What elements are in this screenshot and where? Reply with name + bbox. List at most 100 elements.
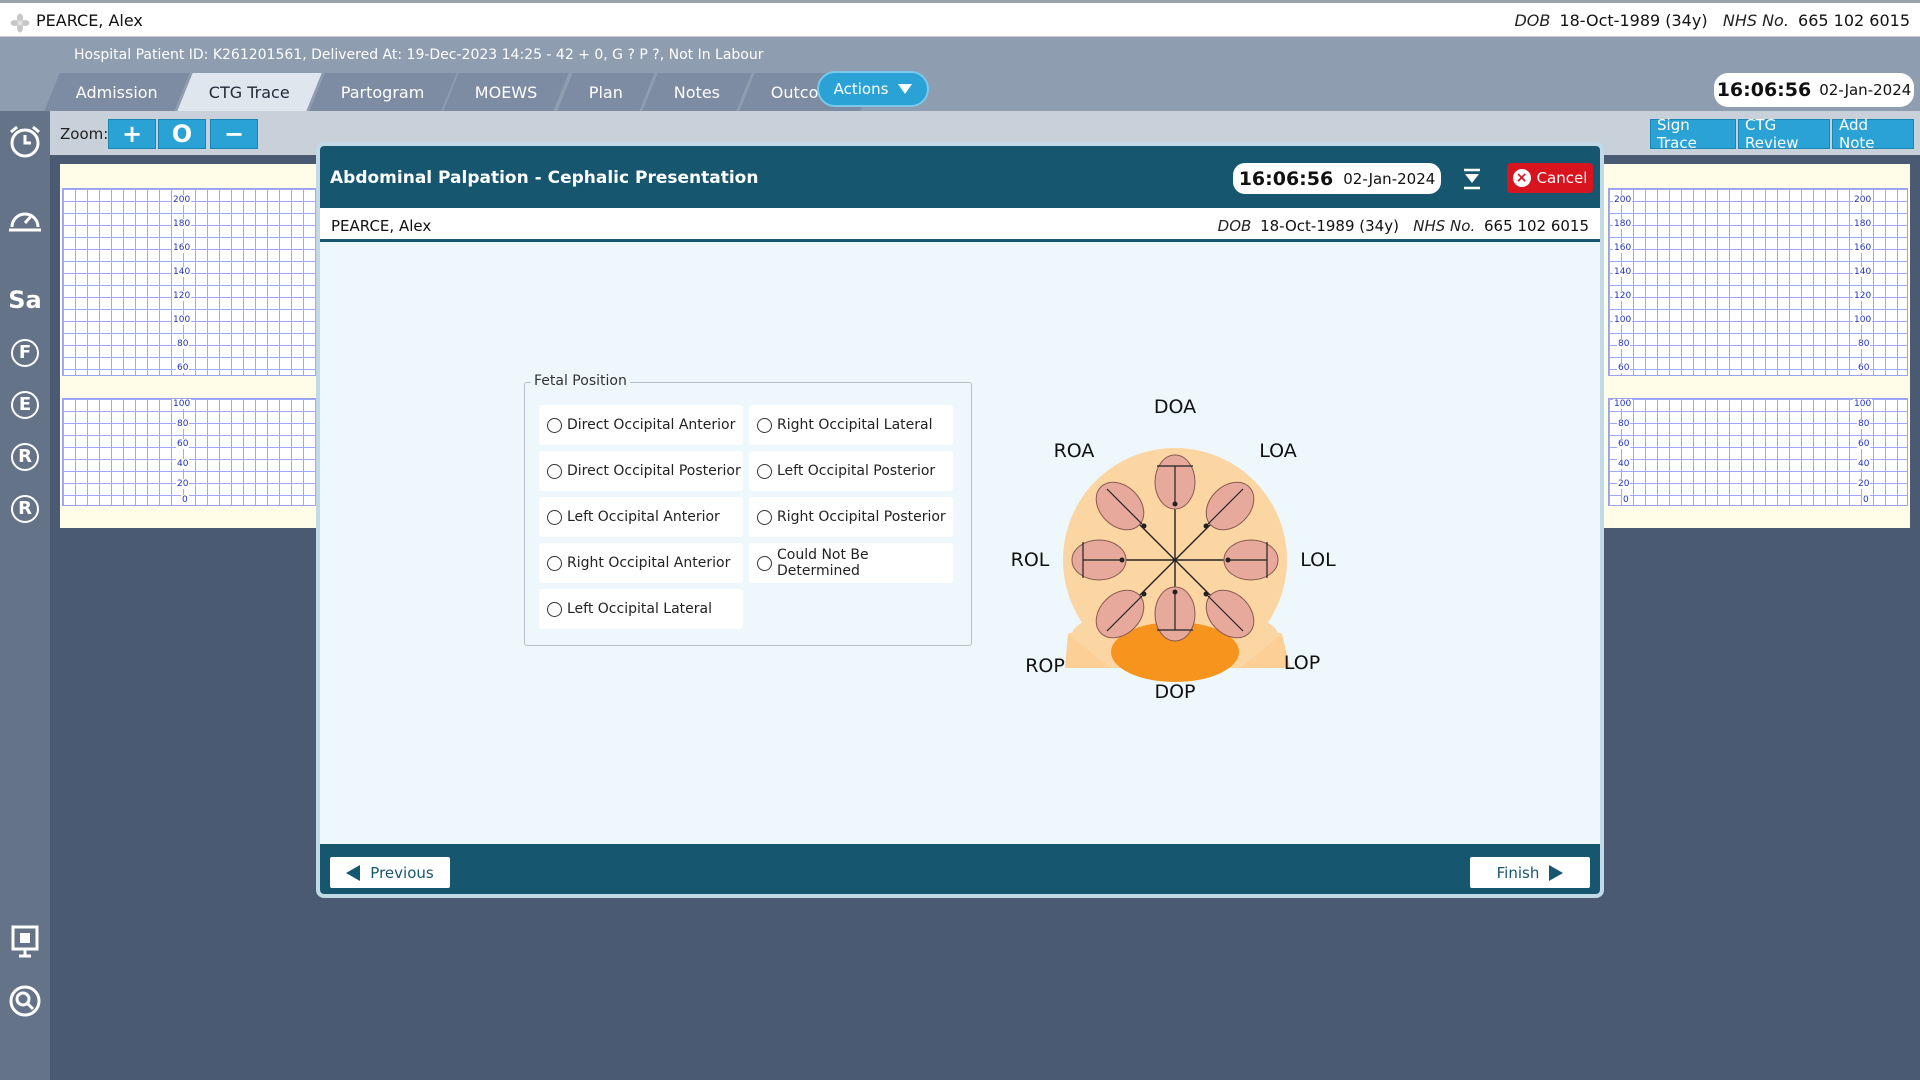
label-dop: DOP xyxy=(1154,681,1195,698)
tab-admission[interactable]: Admission xyxy=(44,73,190,111)
alarm-clock-icon[interactable] xyxy=(7,123,43,159)
radio-icon[interactable] xyxy=(547,417,562,433)
dialog-clock[interactable]: 16:06:56 02-Jan-2024 xyxy=(1233,163,1441,194)
pelvis-shape xyxy=(1111,622,1239,682)
zoom-out-button[interactable]: − xyxy=(210,119,258,149)
fhr-tick: 180 xyxy=(1853,219,1873,229)
sidebar-f[interactable]: F xyxy=(11,339,39,367)
toco-tick: 80 xyxy=(1617,419,1631,429)
header-date: 02-Jan-2024 xyxy=(1819,81,1912,99)
fhr-tick: 140 xyxy=(1613,267,1633,277)
nhs-value: 665 102 6015 xyxy=(1798,11,1910,30)
fhr-grid-right: 200 180 160 140 120 100 80 60 200 180 16… xyxy=(1608,188,1908,376)
radio-icon[interactable] xyxy=(547,463,562,479)
sutures xyxy=(1082,465,1268,632)
tab-plan[interactable]: Plan xyxy=(557,73,655,111)
fhr-tick: 140 xyxy=(172,267,192,277)
option-direct-occipital-anterior[interactable]: Direct Occipital Anterior xyxy=(539,405,743,445)
fhr-tick: 80 xyxy=(176,339,190,349)
fhr-tick: 160 xyxy=(1613,243,1633,253)
flower-icon xyxy=(10,13,30,33)
cancel-button[interactable]: × Cancel xyxy=(1507,163,1593,193)
option-right-occipital-posterior[interactable]: Right Occipital Posterior xyxy=(749,497,953,537)
option-label: Right Occipital Lateral xyxy=(777,417,933,433)
fhr-tick: 200 xyxy=(172,195,192,205)
header-time: 16:06:56 xyxy=(1716,79,1812,101)
close-icon: × xyxy=(1512,169,1531,187)
radio-icon[interactable] xyxy=(757,555,772,571)
sign-trace-button[interactable]: Sign Trace xyxy=(1650,116,1736,152)
presentation-icon[interactable] xyxy=(7,923,43,959)
fhr-tick: 100 xyxy=(172,315,192,325)
option-right-occipital-lateral[interactable]: Right Occipital Lateral xyxy=(749,405,953,445)
option-label: Could Not Be Determined xyxy=(777,547,869,579)
fhr-grid-left: 200 180 160 140 120 100 80 60 xyxy=(62,188,318,376)
nhs-value: 665 102 6015 xyxy=(1484,217,1589,235)
toco-grid-left: 100 80 60 40 20 0 xyxy=(62,398,318,506)
tab-label: Notes xyxy=(673,82,721,102)
patient-name: PEARCE, Alex xyxy=(36,11,143,30)
sidebar-sa[interactable]: Sa xyxy=(8,286,42,314)
tab-ctg-trace[interactable]: CTG Trace xyxy=(177,73,322,111)
finish-button[interactable]: Finish xyxy=(1470,857,1590,888)
fhr-tick: 160 xyxy=(1853,243,1873,253)
previous-label: Previous xyxy=(370,863,434,882)
zoom-reset-button[interactable]: O xyxy=(158,119,206,149)
fhr-tick: 180 xyxy=(172,219,192,229)
fhr-tick: 180 xyxy=(1613,219,1633,229)
toco-grid-right: 100 80 60 40 20 0 100 80 60 40 20 0 xyxy=(1608,398,1908,506)
tab-partogram[interactable]: Partogram xyxy=(309,73,456,111)
tab-moews[interactable]: MOEWS xyxy=(443,73,570,111)
left-sidebar: Sa F E R R xyxy=(0,111,50,1080)
sidebar-r1[interactable]: R xyxy=(11,443,39,471)
toco-tick: 80 xyxy=(1857,419,1871,429)
dialog-footer: Previous Finish xyxy=(320,844,1600,894)
radio-icon[interactable] xyxy=(757,509,772,525)
zoom-in-button[interactable]: + xyxy=(108,119,156,149)
radio-icon[interactable] xyxy=(757,463,772,479)
fhr-tick: 140 xyxy=(1853,267,1873,277)
ctg-review-button[interactable]: CTG Review xyxy=(1738,116,1830,152)
previous-button[interactable]: Previous xyxy=(330,857,450,888)
option-left-occipital-anterior[interactable]: Left Occipital Anterior xyxy=(539,497,743,537)
fhr-tick: 100 xyxy=(1613,315,1633,325)
toco-tick: 60 xyxy=(176,439,190,449)
radio-icon[interactable] xyxy=(547,555,562,571)
toco-tick: 0 xyxy=(1622,495,1630,505)
radio-icon[interactable] xyxy=(757,417,772,433)
speedometer-icon[interactable] xyxy=(7,201,43,237)
radio-icon[interactable] xyxy=(547,601,562,617)
filter-sort-icon[interactable] xyxy=(1463,168,1481,190)
option-left-occipital-posterior[interactable]: Left Occipital Posterior xyxy=(749,451,953,491)
sidebar-e[interactable]: E xyxy=(11,391,39,419)
tab-notes[interactable]: Notes xyxy=(642,73,752,111)
actions-button[interactable]: Actions xyxy=(817,71,929,107)
toco-tick: 100 xyxy=(1613,399,1633,409)
label-lop: LOP xyxy=(1284,652,1320,674)
tab-bar: Admission CTG Trace Partogram MOEWS Plan… xyxy=(44,73,876,111)
label-rop: ROP xyxy=(1025,655,1065,677)
fetal-head-rop xyxy=(1095,589,1145,639)
toco-tick: 20 xyxy=(1617,479,1631,489)
option-direct-occipital-posterior[interactable]: Direct Occipital Posterior xyxy=(539,451,743,491)
fontanelle-dots xyxy=(1119,501,1231,597)
radio-icon[interactable] xyxy=(547,509,562,525)
add-note-button[interactable]: Add Note xyxy=(1832,116,1914,152)
option-label: Direct Occipital Posterior xyxy=(567,463,741,479)
fetal-position-legend: Fetal Position xyxy=(531,373,630,389)
fhr-tick: 100 xyxy=(1853,315,1873,325)
fhr-tick: 120 xyxy=(1613,291,1633,301)
fetal-heads xyxy=(1071,454,1279,642)
option-label: Left Occipital Anterior xyxy=(567,509,720,525)
option-label: Right Occipital Posterior xyxy=(777,509,946,525)
toco-tick: 100 xyxy=(1853,399,1873,409)
option-right-occipital-anterior[interactable]: Right Occipital Anterior xyxy=(539,543,743,583)
fhr-tick: 60 xyxy=(1857,363,1871,373)
fhr-tick: 80 xyxy=(1617,339,1631,349)
option-could-not-be-determined[interactable]: Could Not Be Determined xyxy=(749,543,953,583)
search-icon[interactable] xyxy=(7,983,43,1019)
option-left-occipital-lateral[interactable]: Left Occipital Lateral xyxy=(539,589,743,629)
sidebar-r2[interactable]: R xyxy=(11,495,39,523)
tab-label: Partogram xyxy=(340,82,425,102)
fetal-head-lop xyxy=(1205,589,1255,639)
